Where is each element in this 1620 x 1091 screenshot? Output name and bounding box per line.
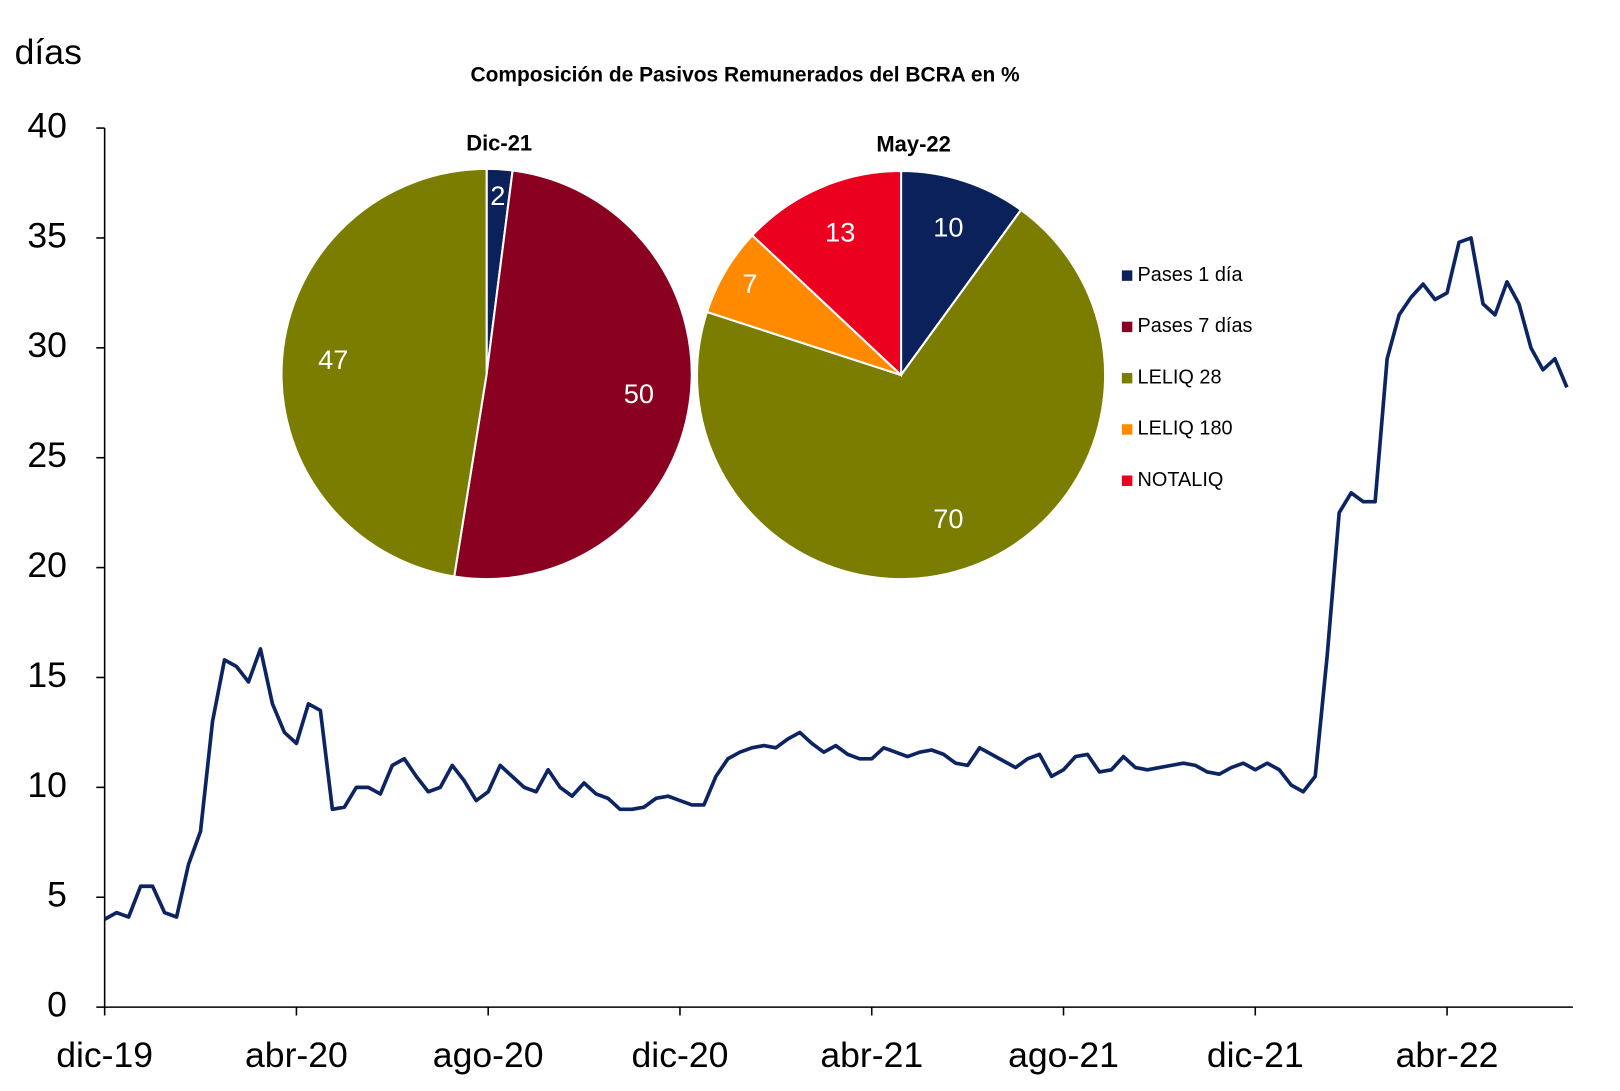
pie-slice	[750, 169, 903, 378]
legend-swatch	[1121, 424, 1133, 435]
x-tick-label: abr-21	[820, 1035, 923, 1075]
legend-label: NOTALIQ	[1138, 469, 1224, 491]
pie-subtitle: May-22	[876, 132, 951, 157]
y-tick-label: 25	[27, 435, 67, 475]
legend-swatch	[1121, 321, 1133, 333]
legend-swatch	[1121, 372, 1133, 384]
pie-title: Composición de Pasivos Remunerados del B…	[471, 63, 1021, 86]
x-tick-label: abr-20	[245, 1035, 348, 1075]
y-tick-label: 15	[27, 655, 67, 695]
data-label: 70	[933, 503, 963, 534]
y-tick-label: 5	[47, 875, 67, 915]
y-axis-label: días	[15, 32, 82, 72]
pie-slice	[280, 167, 488, 578]
legend-swatch	[1121, 475, 1133, 486]
data-label: 2	[490, 180, 505, 211]
y-tick-label: 40	[27, 105, 67, 145]
x-tick-label: ago-21	[1008, 1035, 1119, 1075]
pie-slice	[900, 169, 1023, 379]
legend-label: LELIQ 180	[1138, 418, 1233, 440]
y-tick-label: 20	[27, 545, 67, 585]
x-tick-label: dic-20	[632, 1035, 729, 1075]
y-tick-label: 0	[47, 985, 67, 1025]
y-tick-label: 30	[27, 325, 67, 365]
legend-swatch	[1121, 270, 1133, 281]
pie-slice	[453, 169, 693, 581]
x-tick-label: ago-20	[433, 1035, 544, 1075]
data-label: 47	[318, 344, 348, 375]
legend-label: Pases 7 días	[1138, 315, 1253, 337]
x-tick-label: dic-19	[56, 1035, 153, 1075]
y-tick-label: 35	[27, 215, 67, 255]
x-tick-label: dic-21	[1207, 1035, 1304, 1075]
pie-slice	[695, 208, 1107, 581]
legend-label: LELIQ 28	[1138, 366, 1222, 388]
x-tick-label: abr-22	[1396, 1035, 1499, 1075]
y-tick-label: 10	[27, 765, 67, 805]
data-label: 10	[933, 212, 963, 243]
line	[103, 236, 1569, 921]
pie-subtitle: Dic-21	[466, 131, 532, 156]
data-label: 50	[624, 378, 654, 409]
legend-label: Pases 1 día	[1138, 264, 1244, 286]
data-label: 13	[825, 217, 855, 248]
data-label: 7	[742, 268, 757, 299]
